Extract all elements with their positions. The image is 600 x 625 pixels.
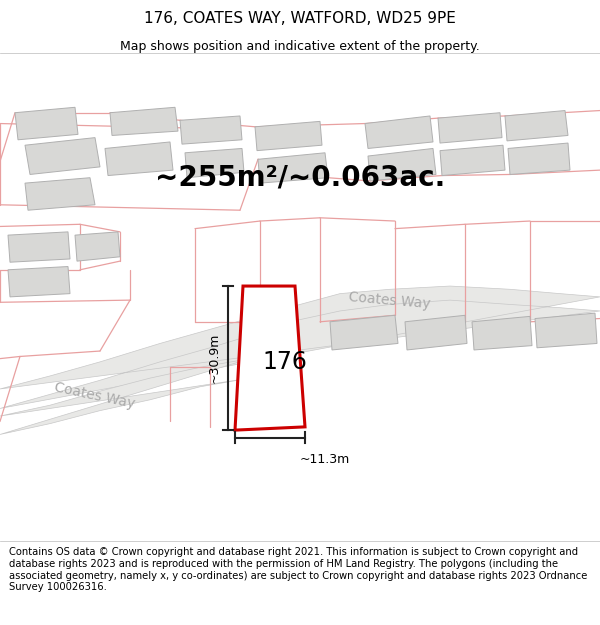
- Polygon shape: [440, 145, 505, 176]
- Polygon shape: [438, 112, 502, 143]
- Text: ~255m²/~0.063ac.: ~255m²/~0.063ac.: [155, 164, 445, 192]
- Text: 176, COATES WAY, WATFORD, WD25 9PE: 176, COATES WAY, WATFORD, WD25 9PE: [144, 11, 456, 26]
- Text: Map shows position and indicative extent of the property.: Map shows position and indicative extent…: [120, 40, 480, 53]
- Text: 176: 176: [263, 350, 307, 374]
- Polygon shape: [0, 359, 250, 434]
- Polygon shape: [330, 315, 398, 350]
- Polygon shape: [0, 286, 600, 409]
- Polygon shape: [75, 232, 120, 261]
- Polygon shape: [255, 121, 322, 151]
- Polygon shape: [110, 107, 178, 136]
- Text: Coates Way: Coates Way: [349, 289, 431, 311]
- Polygon shape: [15, 107, 78, 140]
- Polygon shape: [8, 266, 70, 297]
- Polygon shape: [365, 116, 433, 149]
- Polygon shape: [368, 149, 436, 181]
- Text: Coates Way: Coates Way: [53, 380, 137, 411]
- Polygon shape: [405, 315, 467, 350]
- Polygon shape: [105, 142, 173, 176]
- Text: Contains OS data © Crown copyright and database right 2021. This information is : Contains OS data © Crown copyright and d…: [9, 548, 587, 592]
- Text: ~30.9m: ~30.9m: [208, 333, 221, 383]
- Polygon shape: [508, 143, 570, 174]
- Polygon shape: [472, 316, 532, 350]
- Polygon shape: [535, 313, 597, 348]
- Polygon shape: [185, 149, 244, 178]
- Polygon shape: [505, 111, 568, 141]
- Polygon shape: [25, 177, 95, 210]
- Polygon shape: [8, 232, 70, 262]
- Text: ~11.3m: ~11.3m: [300, 453, 350, 466]
- Polygon shape: [25, 138, 100, 174]
- Polygon shape: [258, 152, 328, 183]
- Polygon shape: [180, 116, 242, 144]
- Polygon shape: [235, 286, 305, 430]
